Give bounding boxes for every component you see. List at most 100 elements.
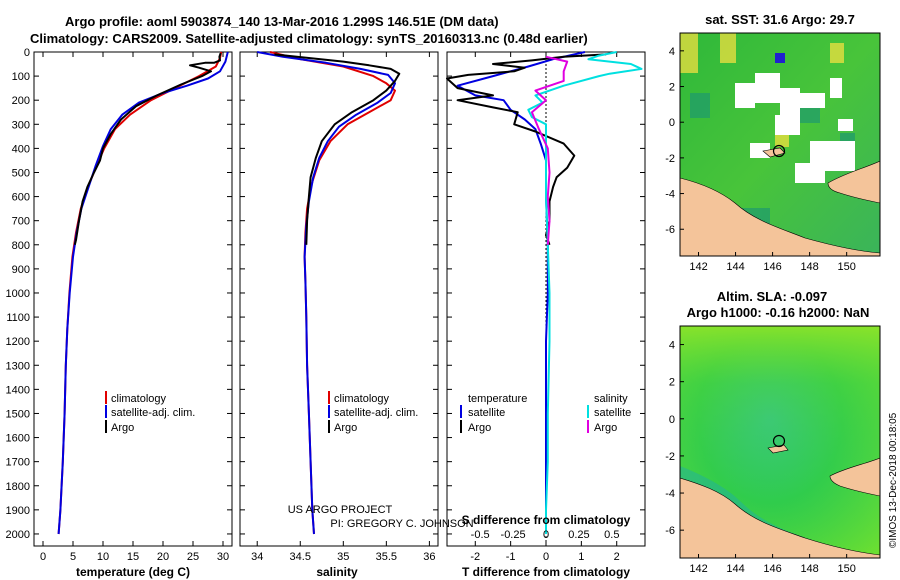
legend-label-satellite: satellite-adj. clim.	[334, 407, 418, 419]
figure-title-line2: Climatology: CARS2009. Satellite-adjuste…	[30, 31, 588, 46]
map-y-tick-label: 2	[669, 82, 675, 94]
depth-tick-label: 1600	[6, 433, 30, 445]
legend-label-sal-argo: Argo	[594, 422, 617, 434]
legend-label-satellite: satellite-adj. clim.	[111, 407, 195, 419]
difference-series-salinity-argo	[530, 55, 569, 245]
depth-tick-label: 1400	[6, 384, 30, 396]
legend-label-argo: Argo	[334, 422, 357, 434]
sla-map-title-line2: Argo h1000: -0.16 h2000: NaN	[687, 305, 870, 320]
temperature-x-tick-label: 10	[97, 551, 109, 563]
salinity-plot-frame	[239, 51, 439, 547]
difference-y-ticks	[447, 51, 645, 535]
salinity-x-ticks: 34 34.5 35 35.5 36	[251, 52, 436, 563]
salinity-series-climatology	[269, 51, 396, 535]
temperature-x-tick-label: 20	[157, 551, 169, 563]
depth-tick-label: 700	[12, 216, 30, 228]
sla-map-frame	[679, 325, 881, 559]
map-y-tick-label: 2	[669, 377, 675, 389]
sla-map-y-ticks: 4 2 0 -2 -4 -6	[665, 340, 684, 537]
salinity-legend: climatology satellite-adj. clim. Argo	[328, 391, 418, 434]
depth-axis-labels: 0 100 200 300 400 500 600 700 800 900 1000 1100 1200…	[6, 47, 30, 541]
map-x-tick-label: 148	[800, 261, 818, 273]
map-y-tick-label: 4	[669, 46, 675, 58]
map-y-tick-label: -2	[665, 451, 675, 463]
credit-pi: PI: GREGORY C. JOHNSON	[330, 518, 473, 530]
salinity-series-satellite-adj-clim-	[257, 51, 396, 535]
temperature-series-satellite-adj-clim-	[57, 51, 229, 535]
temperature-series-argo	[73, 52, 222, 246]
temperature-x-tick-label: 15	[127, 551, 139, 563]
temperature-panel: 0 5 10 15 20 25 30 climatology satellite-adj. …	[33, 51, 233, 579]
legend-label-temp-satellite: satellite	[468, 407, 505, 419]
map-y-tick-label: 0	[669, 414, 675, 426]
sla-map-x-ticks: 142 144 146 148 150	[689, 554, 856, 575]
temperature-legend: climatology satellite-adj. clim. Argo	[105, 391, 195, 434]
map-x-tick-label: 146	[763, 261, 781, 273]
legend-title-temperature: temperature	[468, 393, 527, 405]
map-x-tick-label: 142	[689, 261, 707, 273]
map-x-tick-label: 148	[800, 563, 818, 575]
depth-tick-label: 600	[12, 192, 30, 204]
difference-x-tick-label: -1	[506, 551, 516, 563]
depth-tick-label: 100	[12, 71, 30, 83]
sla-map-title-line1: Altim. SLA: -0.097	[717, 289, 828, 304]
difference-x-tick-label: 0	[543, 551, 549, 563]
legend-label-argo: Argo	[111, 422, 134, 434]
map-x-tick-label: 142	[689, 563, 707, 575]
map-y-tick-label: 4	[669, 340, 675, 352]
sla-map-image	[680, 326, 880, 558]
depth-tick-label: 300	[12, 119, 30, 131]
credit-project: US ARGO PROJECT	[288, 504, 393, 516]
sst-argo-float-marker	[772, 144, 786, 158]
sst-map-x-ticks: 142 144 146 148 150	[689, 252, 856, 273]
map-x-tick-label: 144	[726, 563, 744, 575]
sst-land-new-ireland	[827, 160, 880, 204]
map-y-tick-label: -6	[665, 224, 675, 236]
legend-label-climatology: climatology	[111, 393, 167, 405]
depth-tick-label: 1500	[6, 408, 30, 420]
difference-legend: temperature satellite Argo salinity sate…	[460, 393, 631, 434]
sst-cloud-mask	[735, 73, 855, 183]
depth-tick-label: 1100	[6, 312, 30, 324]
temperature-xlabel: temperature (deg C)	[76, 565, 190, 579]
salinity-series-argo	[274, 53, 401, 245]
depth-tick-label: 1800	[6, 481, 30, 493]
map-x-tick-label: 150	[837, 261, 855, 273]
sst-map: sat. SST: 31.6 Argo: 29.7	[665, 12, 881, 273]
temperature-series-climatology	[57, 51, 223, 535]
salinity-difference-xlabel: S difference from climatology	[462, 513, 631, 527]
temperature-y-ticks	[34, 51, 232, 535]
salinity-difference-tick-label: 0.25	[568, 529, 589, 541]
salinity-x-tick-label: 35.5	[376, 551, 397, 563]
difference-x-tick-label: 1	[578, 551, 584, 563]
imos-watermark: ©IMOS 13-Dec-2018 00:18:05	[888, 412, 899, 548]
sst-map-image	[680, 33, 880, 256]
map-y-tick-label: -4	[665, 189, 675, 201]
depth-tick-label: 1200	[6, 336, 30, 348]
temperature-x-tick-label: 0	[40, 551, 46, 563]
legend-title-salinity: salinity	[594, 393, 628, 405]
salinity-x-tick-label: 35	[337, 551, 349, 563]
map-y-tick-label: 0	[669, 117, 675, 129]
map-y-tick-label: -6	[665, 525, 675, 537]
depth-tick-label: 200	[12, 95, 30, 107]
depth-tick-label: 900	[12, 264, 30, 276]
difference-x-tick-label: -2	[470, 551, 480, 563]
salinity-x-tick-label: 34	[251, 551, 263, 563]
salinity-x-tick-label: 34.5	[290, 551, 311, 563]
depth-tick-label: 1700	[6, 457, 30, 469]
sla-argo-float-marker	[772, 434, 786, 448]
difference-x-tick-label: 2	[614, 551, 620, 563]
map-x-tick-label: 144	[726, 261, 744, 273]
depth-tick-label: 0	[24, 47, 30, 59]
salinity-difference-ticks: -0.5 -0.25 0 0.25 0.5	[471, 529, 620, 541]
sla-land-new-guinea	[680, 477, 880, 558]
salinity-panel: 34 34.5 35 35.5 36 climatology satellite-adj…	[239, 51, 474, 579]
difference-series-temperature-argo	[446, 53, 607, 246]
salinity-difference-tick-label: -0.25	[501, 529, 526, 541]
salinity-series	[257, 51, 401, 535]
depth-tick-label: 1300	[6, 360, 30, 372]
temperature-series	[57, 51, 229, 535]
temperature-x-tick-label: 25	[187, 551, 199, 563]
